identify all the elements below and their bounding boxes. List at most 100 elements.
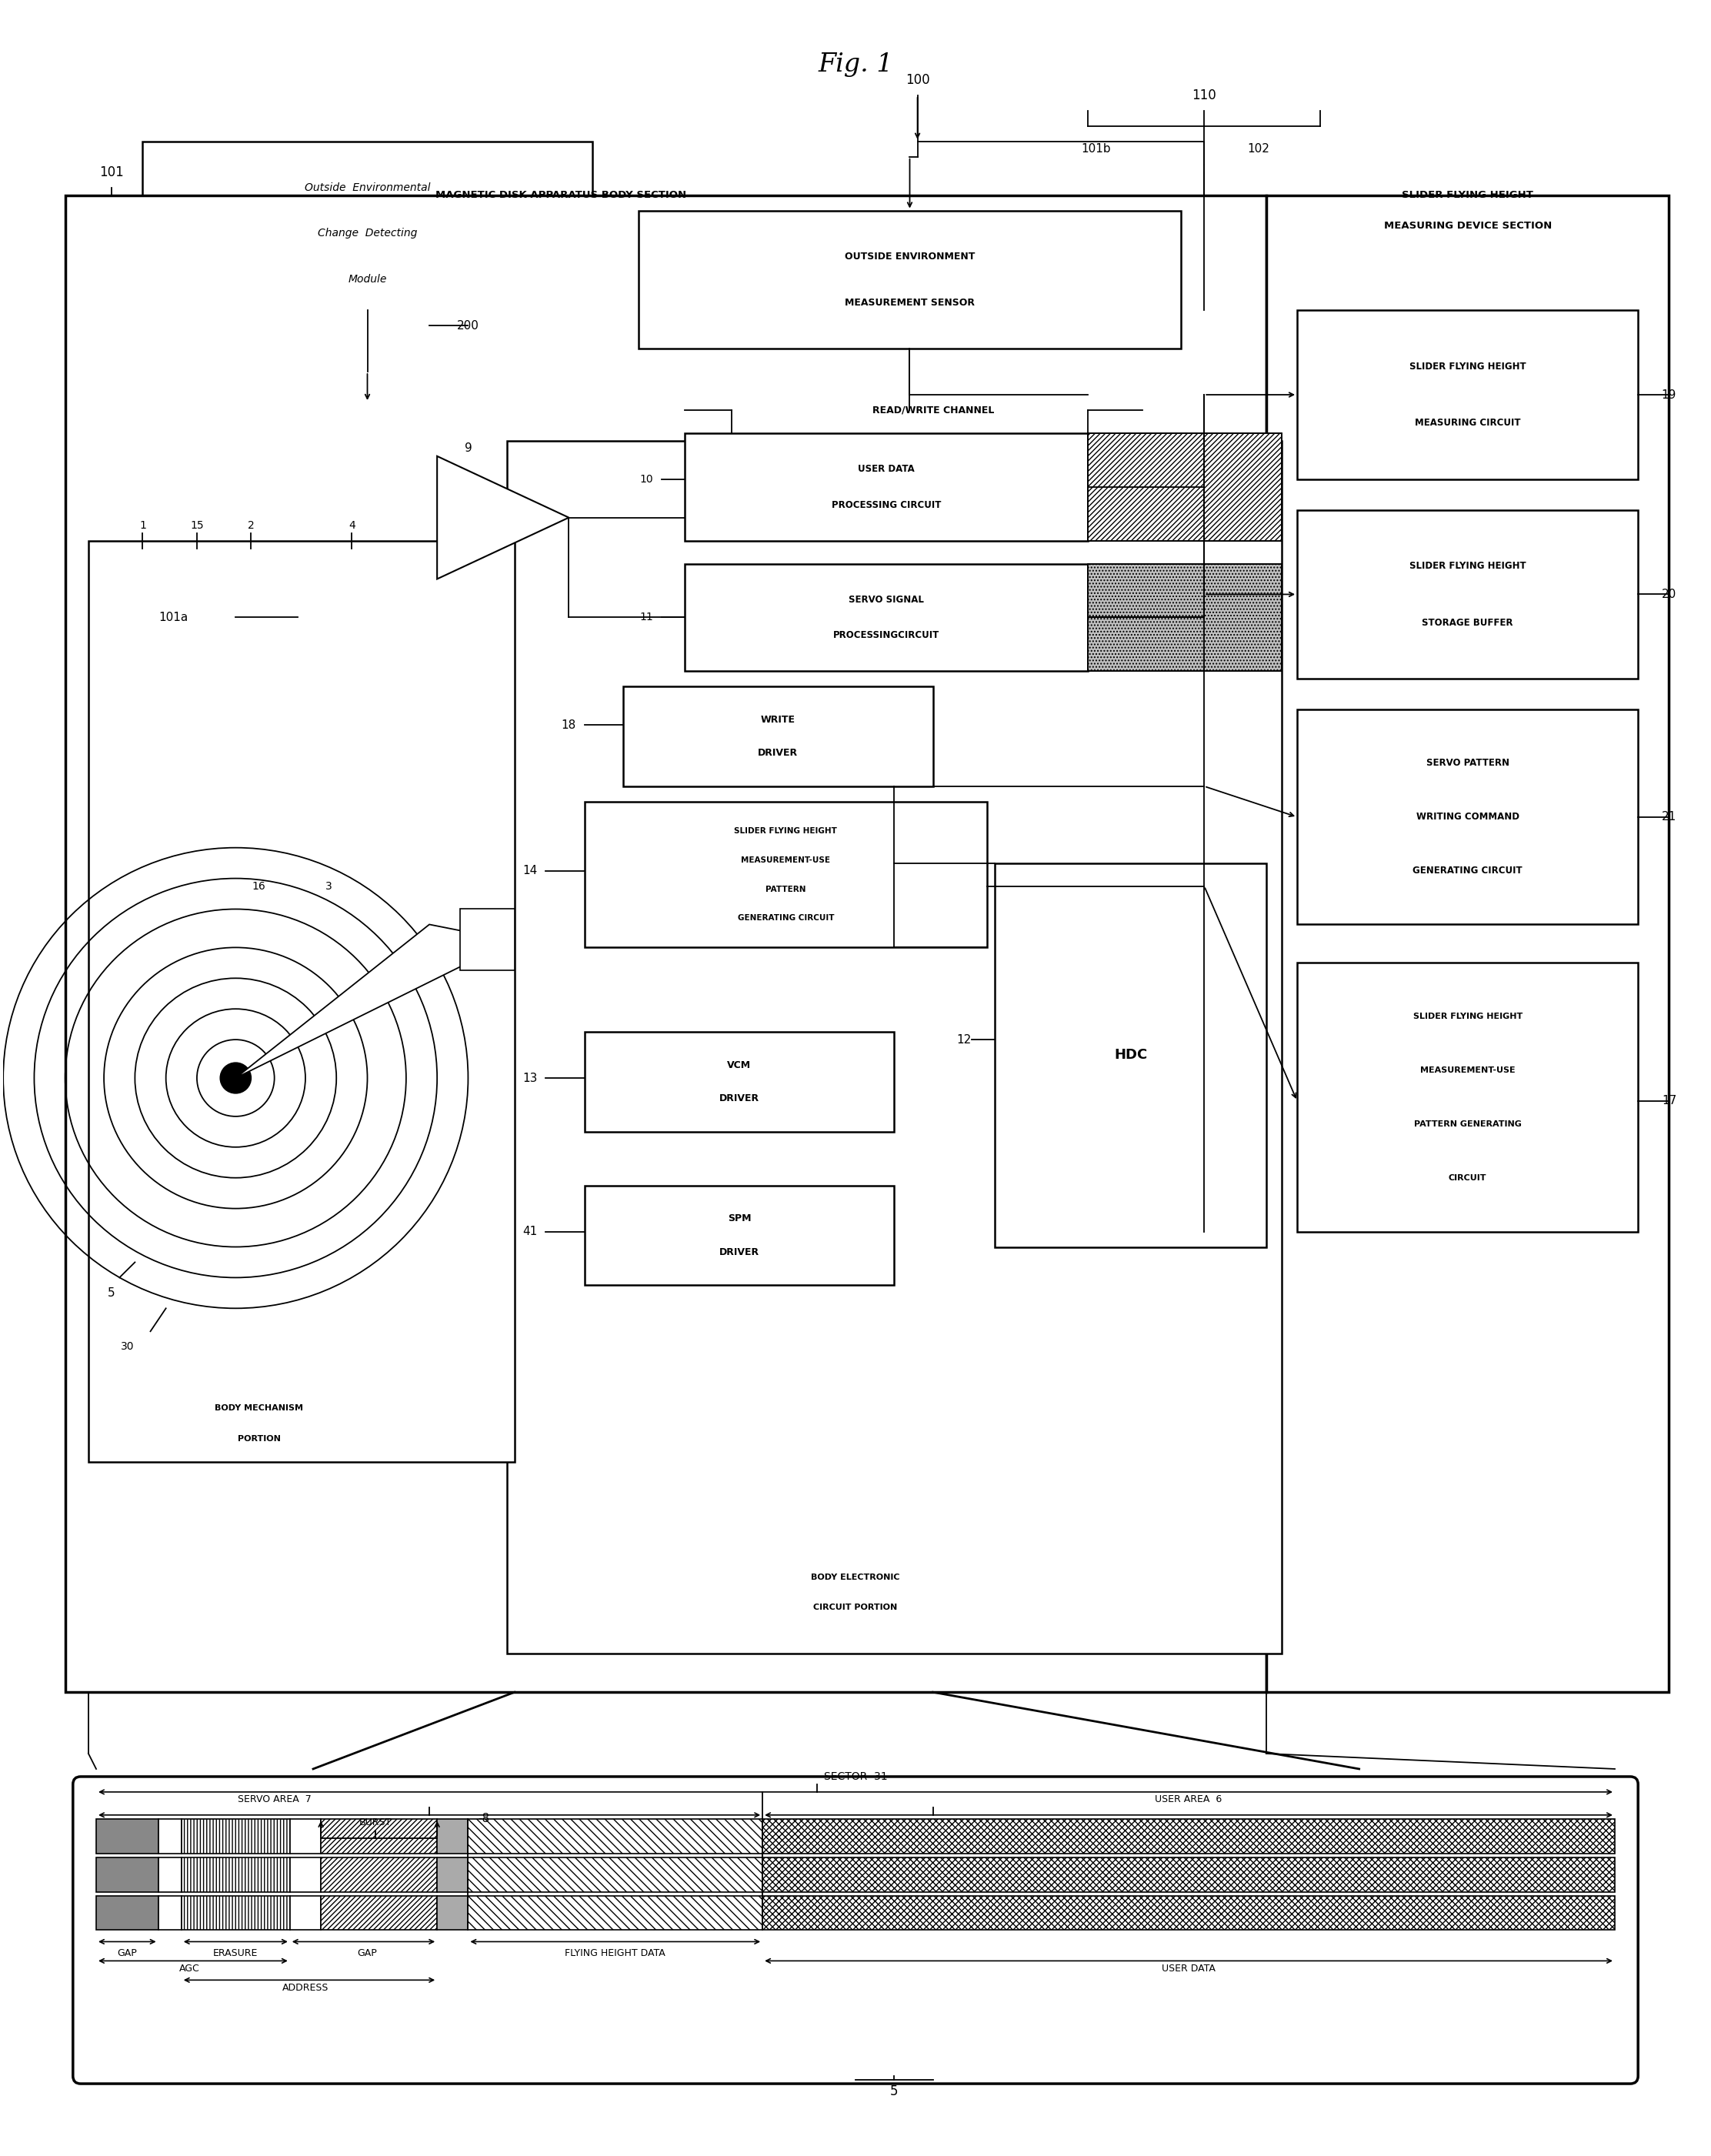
Text: ERASURE: ERASURE [214,1949,258,1958]
Bar [469,1856,763,1891]
Text: FLYING HEIGHT DATA: FLYING HEIGHT DATA [565,1949,666,1958]
Bar [763,1820,1615,1854]
Text: PATTERN GENERATING: PATTERN GENERATING [1413,1121,1521,1128]
Text: 110: 110 [1193,88,1217,101]
Bar [322,1856,436,1891]
Text: DRIVER: DRIVER [719,1093,760,1104]
Text: 19: 19 [1661,388,1677,401]
Bar [1297,511,1637,679]
Bar [289,1895,322,1930]
Text: USER AREA  6: USER AREA 6 [1155,1794,1222,1805]
Text: SLIDER FLYING HEIGHT: SLIDER FLYING HEIGHT [1401,190,1533,201]
Bar [1266,196,1668,1692]
Text: SERVO AREA  7: SERVO AREA 7 [238,1794,311,1805]
Text: MEASUREMENT-USE: MEASUREMENT-USE [741,856,830,865]
Text: 5: 5 [108,1287,115,1298]
Text: 21: 21 [1661,811,1677,824]
Text: MAGNETIC DISK APPARATUS BODY SECTION: MAGNETIC DISK APPARATUS BODY SECTION [436,190,686,201]
Text: SLIDER FLYING HEIGHT: SLIDER FLYING HEIGHT [734,828,837,834]
Text: 16: 16 [252,880,265,890]
Bar [181,1856,289,1891]
Text: Fig. 1: Fig. 1 [818,52,893,78]
Bar [638,211,1181,349]
FancyBboxPatch shape [74,1777,1637,2083]
Text: OUTSIDE ENVIRONMENT: OUTSIDE ENVIRONMENT [845,252,975,261]
Text: 20: 20 [1661,589,1677,599]
Text: VCM: VCM [727,1061,751,1069]
Text: 2: 2 [248,520,255,530]
Bar [436,1820,469,1854]
Text: 101b: 101b [1081,142,1110,155]
Text: BODY MECHANISM: BODY MECHANISM [214,1404,303,1412]
Text: 17: 17 [1661,1095,1677,1106]
Text: SECTOR  31: SECTOR 31 [823,1772,888,1783]
Text: GAP: GAP [358,1949,376,1958]
Text: MEASUREMENT-USE: MEASUREMENT-USE [1420,1067,1516,1074]
Text: 18: 18 [561,720,577,731]
Bar [181,1820,289,1854]
Text: 3: 3 [325,880,332,890]
Text: CIRCUIT PORTION: CIRCUIT PORTION [813,1604,898,1611]
Bar [506,440,1282,1654]
Bar [684,563,1088,671]
Bar [1297,709,1637,925]
Text: Change  Detecting: Change Detecting [318,229,417,239]
Text: 41: 41 [522,1227,537,1238]
Bar [585,1186,895,1285]
Bar [585,802,987,946]
Polygon shape [436,457,568,580]
Text: PROCESSINGCIRCUIT: PROCESSINGCIRCUIT [833,630,939,640]
Text: 15: 15 [190,520,204,530]
Text: 13: 13 [522,1072,537,1084]
Text: 30: 30 [120,1341,133,1352]
Bar [1088,563,1282,671]
Text: SPM: SPM [727,1214,751,1225]
Text: 101: 101 [99,166,123,179]
Bar [996,862,1266,1246]
Bar [96,1895,157,1930]
Bar [142,142,592,310]
Text: GENERATING CIRCUIT: GENERATING CIRCUIT [737,914,833,923]
Bar [436,1856,469,1891]
Text: CIRCUIT: CIRCUIT [1449,1175,1487,1181]
Bar [1297,964,1637,1231]
Text: 10: 10 [640,474,654,485]
Text: SLIDER FLYING HEIGHT: SLIDER FLYING HEIGHT [1413,1013,1523,1020]
Bar [89,541,515,1462]
Bar [289,1856,322,1891]
Bar [469,1895,763,1930]
Text: HDC: HDC [1114,1048,1146,1063]
Text: 101a: 101a [159,612,188,623]
Bar [623,686,932,787]
Text: GENERATING CIRCUIT: GENERATING CIRCUIT [1413,867,1523,875]
Text: MEASURING DEVICE SECTION: MEASURING DEVICE SECTION [1384,220,1552,231]
Text: 5: 5 [890,2085,898,2098]
Bar [65,196,1266,1692]
Text: 9: 9 [464,442,472,455]
Bar [1297,310,1637,479]
Bar [181,1895,289,1930]
Text: PORTION: PORTION [238,1436,281,1442]
Bar [96,1820,157,1854]
Text: -8: -8 [477,1813,489,1824]
Text: 100: 100 [905,73,929,86]
Circle shape [221,1063,252,1093]
Text: WRITE: WRITE [761,716,796,724]
Text: 4: 4 [349,520,356,530]
Text: 11: 11 [640,612,654,623]
Bar [763,1856,1615,1891]
Text: 12: 12 [956,1035,972,1046]
Bar [289,1820,322,1854]
Bar [1088,433,1282,541]
Text: SLIDER FLYING HEIGHT: SLIDER FLYING HEIGHT [1410,561,1526,571]
Text: WRITING COMMAND: WRITING COMMAND [1417,813,1519,821]
Bar [763,1895,1615,1930]
Text: SERVO SIGNAL: SERVO SIGNAL [849,595,924,604]
Text: DRIVER: DRIVER [758,748,797,759]
Text: 200: 200 [457,319,479,332]
Bar [322,1820,436,1854]
Text: PROCESSING CIRCUIT: PROCESSING CIRCUIT [832,500,941,509]
Polygon shape [236,925,506,1078]
Text: Module: Module [347,274,387,285]
Bar [322,1895,436,1930]
